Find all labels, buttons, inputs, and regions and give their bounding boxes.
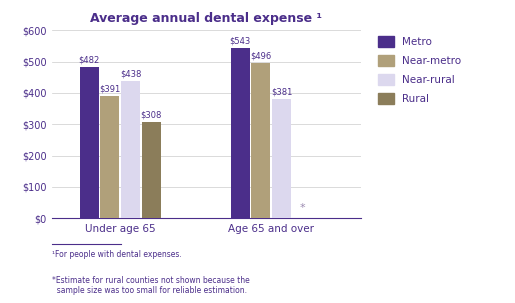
Legend: Metro, Near-metro, Near-rural, Rural: Metro, Near-metro, Near-rural, Rural <box>378 35 461 104</box>
Text: *Estimate for rural counties not shown because the
  sample size was too small f: *Estimate for rural counties not shown b… <box>52 276 249 295</box>
Text: $391: $391 <box>99 84 121 93</box>
Bar <box>142 122 161 218</box>
Bar <box>231 48 250 218</box>
Text: $543: $543 <box>230 37 251 46</box>
Bar <box>272 99 291 218</box>
Text: ¹For people with dental expenses.: ¹For people with dental expenses. <box>52 250 181 259</box>
Bar <box>121 81 140 218</box>
Text: $482: $482 <box>79 56 100 65</box>
Text: $496: $496 <box>250 51 271 60</box>
Text: *: * <box>299 203 305 213</box>
Text: $308: $308 <box>141 110 162 119</box>
Text: $438: $438 <box>120 69 141 78</box>
Bar <box>251 63 270 218</box>
Title: Average annual dental expense ¹: Average annual dental expense ¹ <box>90 12 322 25</box>
Bar <box>80 67 99 218</box>
Text: $381: $381 <box>271 87 292 96</box>
Bar <box>100 96 119 218</box>
